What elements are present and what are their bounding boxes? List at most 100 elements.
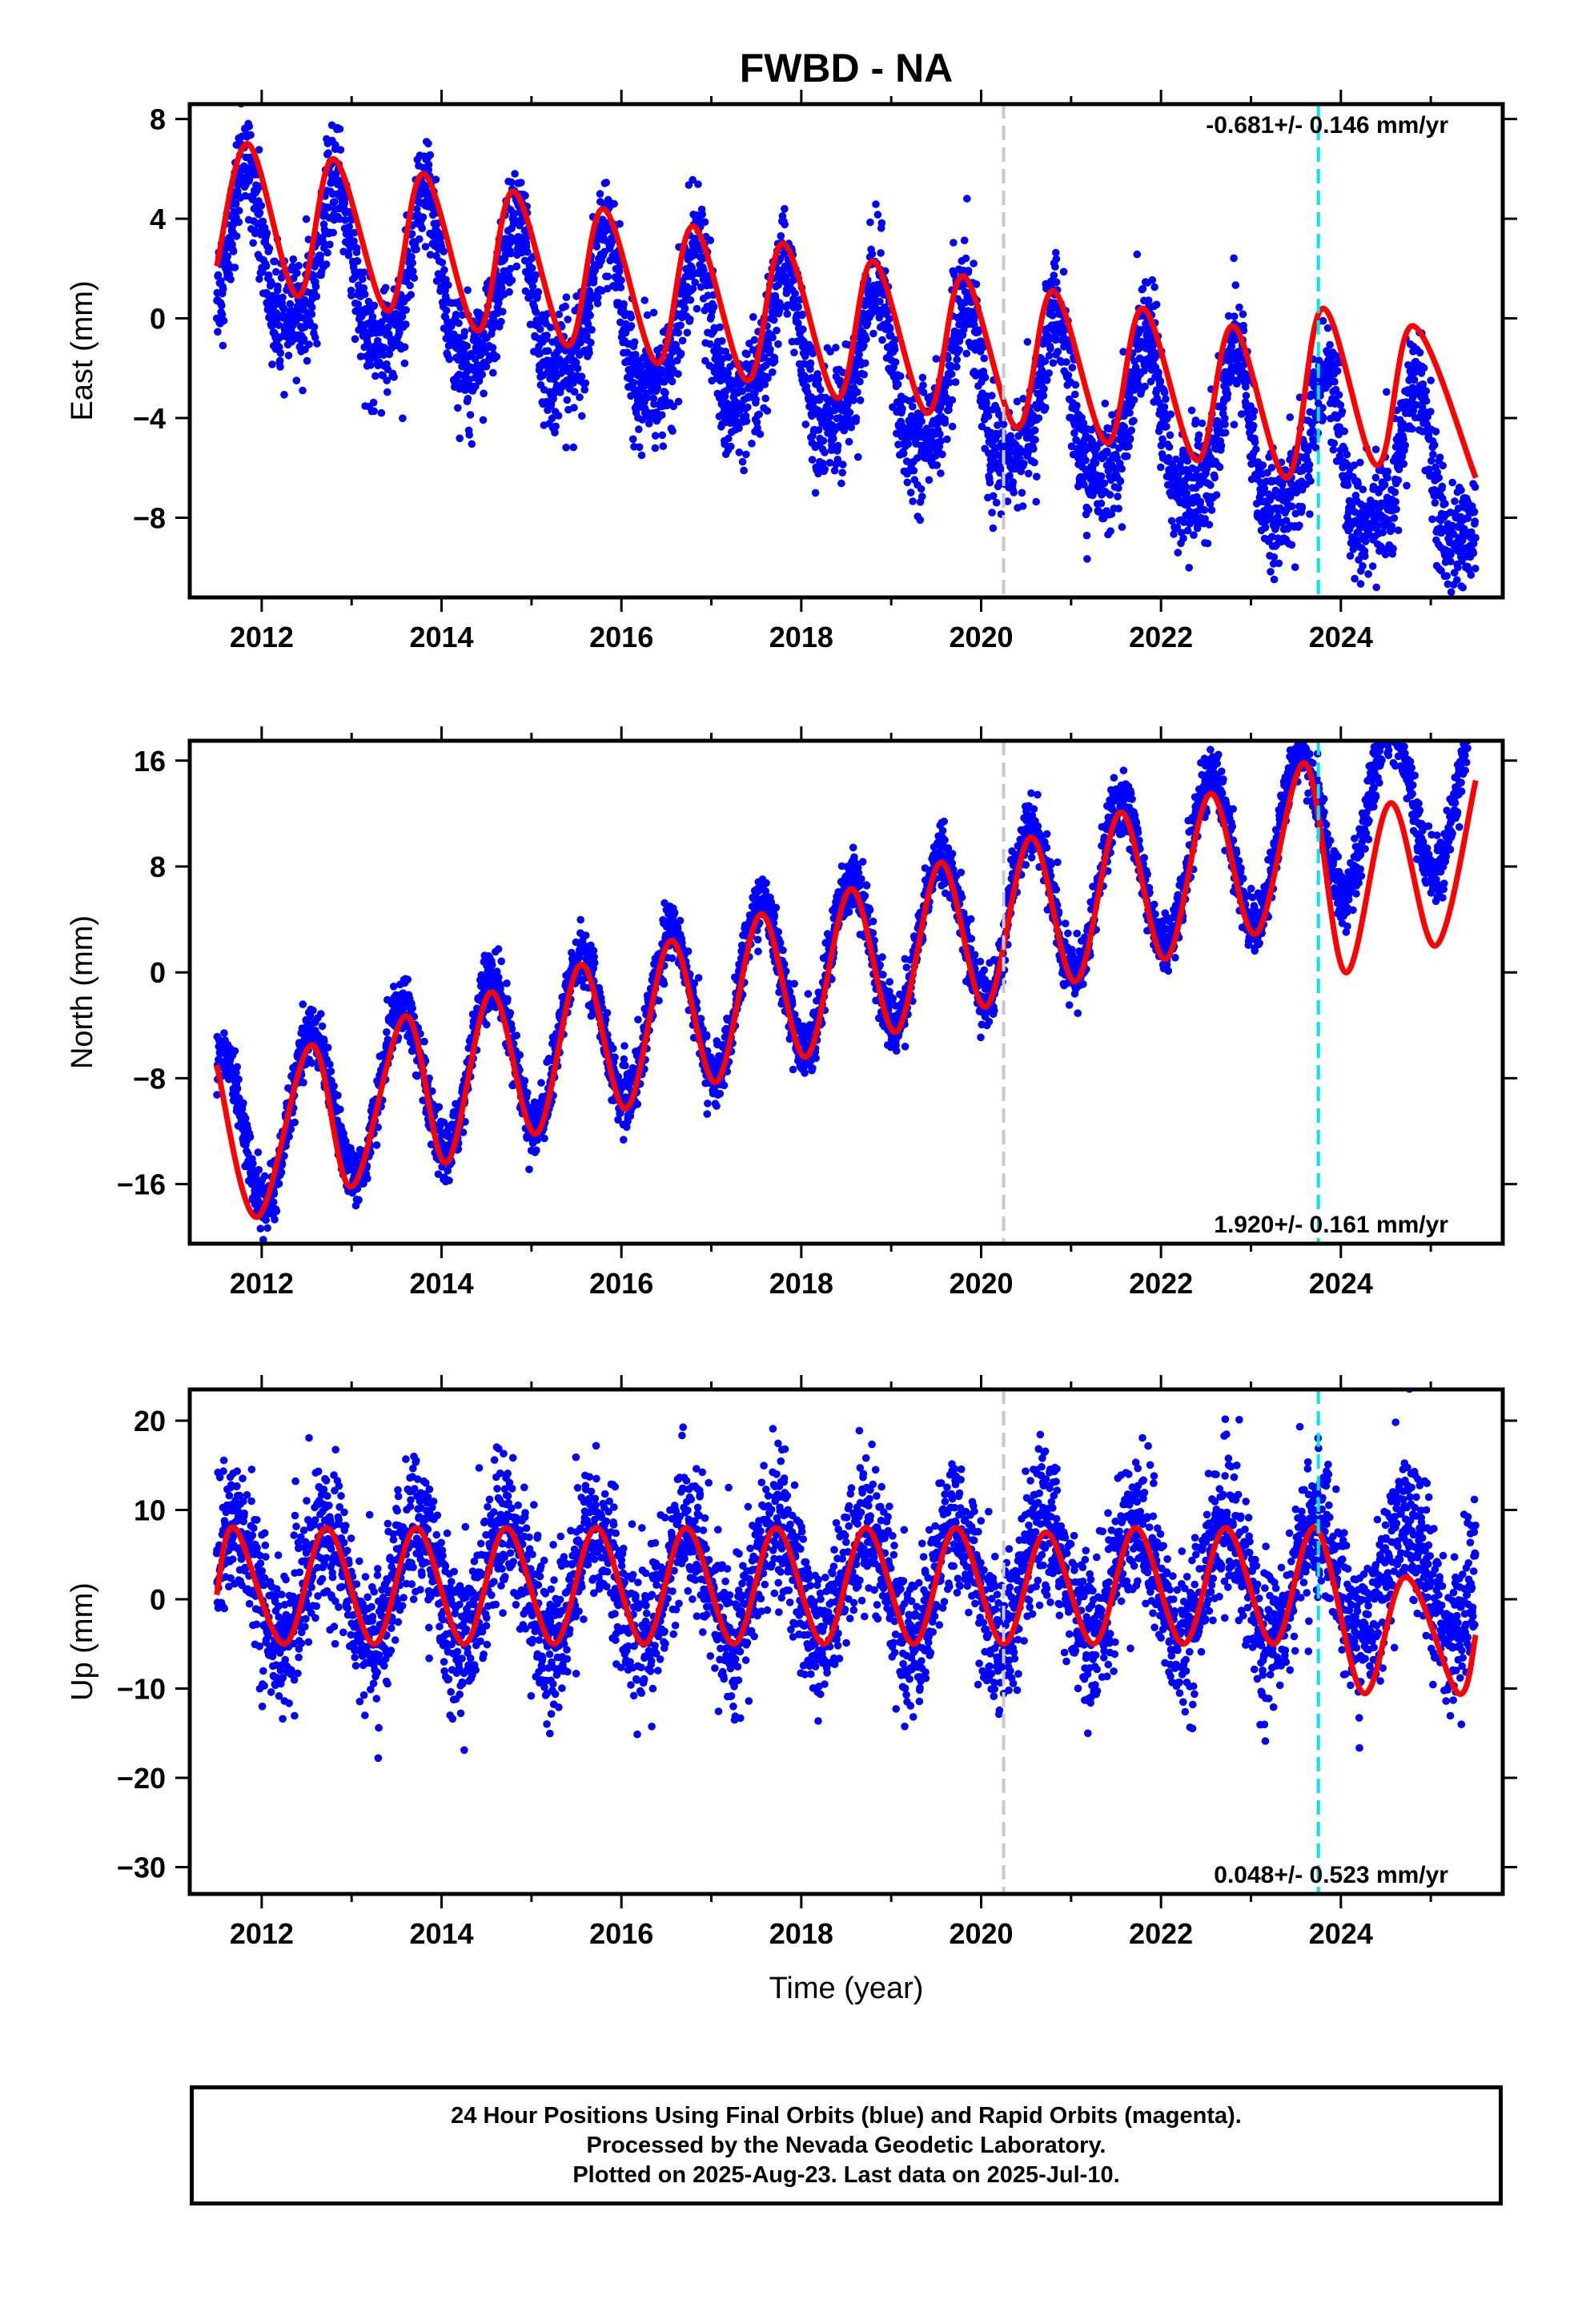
data-point	[744, 403, 752, 412]
data-point	[1419, 428, 1427, 436]
data-point	[1118, 464, 1126, 473]
data-point	[674, 397, 683, 406]
data-point	[724, 369, 732, 377]
data-point	[769, 316, 778, 324]
data-points	[213, 741, 1472, 1244]
data-point	[239, 89, 247, 97]
data-point	[678, 336, 687, 345]
data-point	[1166, 431, 1174, 440]
data-point	[309, 1006, 317, 1015]
data-point	[783, 310, 792, 318]
data-point	[756, 430, 765, 438]
data-point	[1472, 533, 1480, 542]
data-point	[735, 448, 744, 456]
data-point	[1106, 527, 1114, 535]
y-tick-label: 4	[150, 203, 166, 235]
data-point	[1158, 435, 1166, 444]
y-axis-label: East (mm)	[66, 280, 99, 420]
data-point	[286, 300, 295, 308]
data-point	[255, 1166, 263, 1174]
data-point	[581, 379, 590, 388]
data-point	[1230, 420, 1239, 428]
x-tick-label: 2016	[589, 621, 653, 653]
data-point	[1183, 456, 1192, 465]
data-point	[452, 311, 460, 319]
data-point	[584, 320, 592, 328]
data-point	[275, 1180, 283, 1188]
data-point	[1307, 476, 1315, 485]
data-point	[982, 399, 990, 408]
data-point	[960, 236, 969, 245]
data-point	[1447, 550, 1455, 559]
data-point	[963, 195, 971, 203]
data-point	[1356, 580, 1365, 588]
data-point	[1381, 550, 1390, 559]
data-point	[445, 355, 454, 364]
data-point	[869, 329, 877, 338]
data-point	[1215, 463, 1224, 472]
data-point	[383, 376, 391, 385]
data-point	[264, 271, 273, 279]
data-point	[891, 358, 900, 367]
data-point	[432, 175, 440, 183]
data-point	[951, 378, 960, 387]
data-point	[1249, 412, 1257, 421]
data-point	[1217, 441, 1226, 450]
data-point	[1166, 410, 1175, 419]
data-point	[241, 1114, 250, 1123]
data-point	[1051, 263, 1059, 271]
data-point	[868, 250, 877, 258]
data-point	[350, 228, 359, 237]
data-point	[1243, 408, 1251, 416]
data-point	[677, 321, 685, 330]
data-point	[833, 441, 842, 450]
x-tick-label: 2018	[769, 621, 833, 653]
data-point	[1138, 284, 1147, 293]
data-point	[1108, 411, 1116, 419]
data-point	[1097, 499, 1106, 508]
data-point	[1024, 448, 1032, 457]
data-point	[894, 440, 902, 448]
data-point	[555, 310, 563, 319]
data-point	[1351, 574, 1359, 583]
data-point	[1272, 522, 1280, 531]
data-point	[651, 432, 660, 440]
data-point	[596, 190, 604, 198]
data-point	[456, 434, 464, 443]
data-point	[743, 350, 751, 359]
data-point	[1066, 346, 1074, 355]
data-point	[1182, 489, 1191, 497]
data-point	[275, 343, 283, 352]
data-point	[1046, 344, 1054, 353]
data-point	[1323, 324, 1332, 332]
data-point	[1100, 479, 1109, 488]
data-point	[777, 231, 785, 240]
data-point	[1282, 517, 1291, 525]
data-point	[1064, 371, 1073, 380]
data-point	[706, 340, 714, 348]
data-point	[686, 296, 695, 304]
x-tick-label: 2012	[230, 621, 294, 653]
data-point	[769, 333, 777, 342]
data-point	[244, 1149, 252, 1158]
data-point	[826, 348, 834, 356]
data-point	[808, 456, 817, 464]
data-point	[233, 1084, 242, 1092]
data-point	[755, 384, 764, 392]
data-point	[235, 1075, 243, 1084]
data-point	[799, 325, 807, 334]
data-point	[1153, 386, 1161, 394]
data-point	[278, 1160, 287, 1168]
data-point	[421, 243, 430, 251]
data-point	[340, 199, 349, 207]
data-point	[263, 229, 271, 237]
data-point	[1114, 493, 1122, 501]
data-point	[564, 316, 572, 324]
data-point	[749, 313, 757, 321]
data-point	[299, 1000, 307, 1008]
data-point	[1039, 392, 1048, 400]
data-point	[878, 336, 886, 344]
data-point	[650, 400, 658, 408]
data-point	[706, 236, 715, 244]
data-point	[416, 235, 424, 243]
